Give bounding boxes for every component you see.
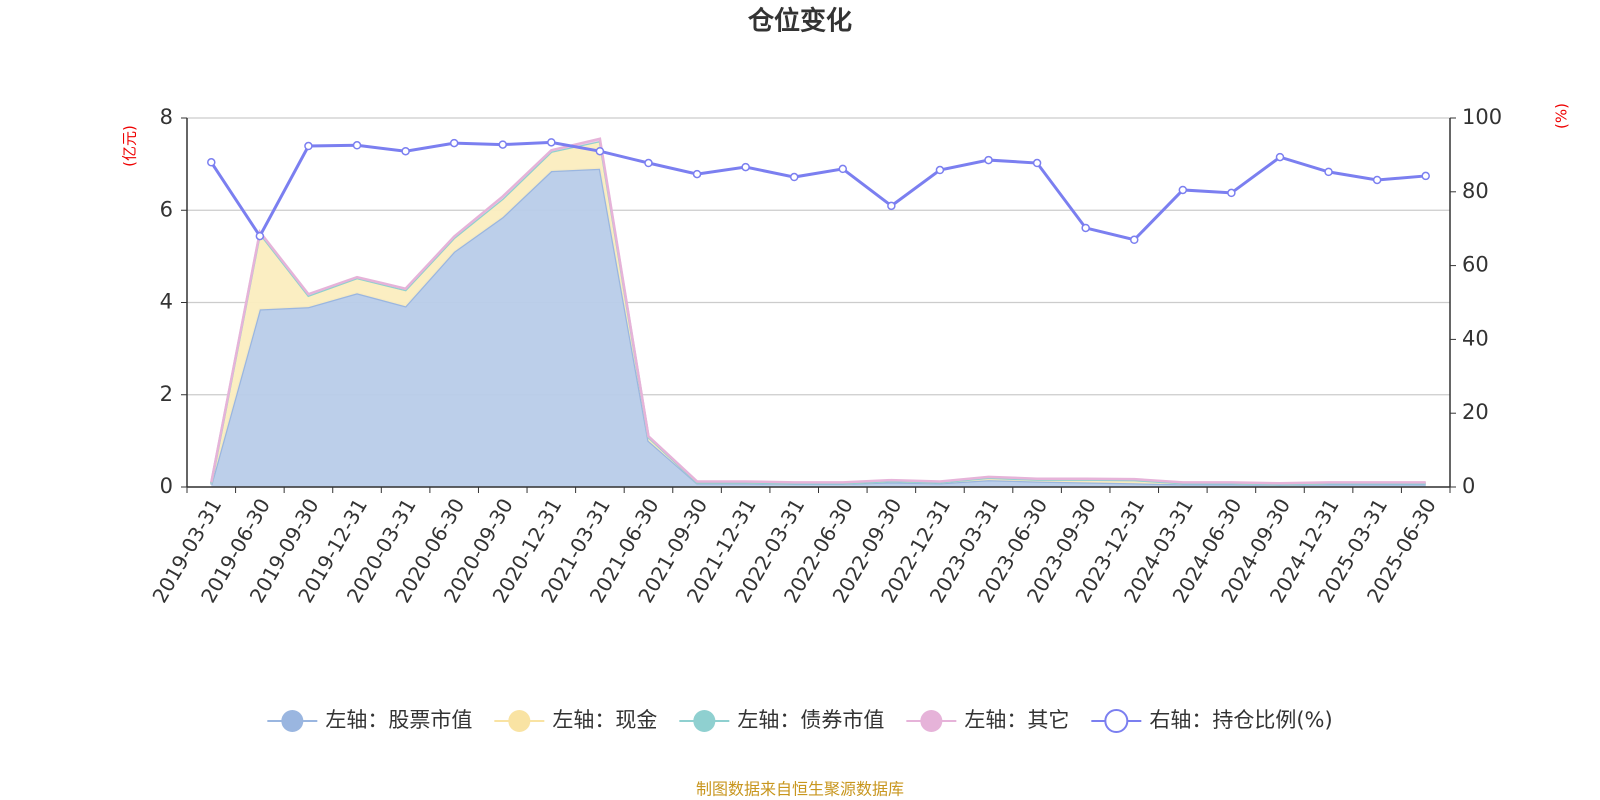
ratio-point (304, 141, 313, 151)
legend-icon (920, 710, 943, 732)
ratio-point (1275, 152, 1285, 162)
legend-item: 左轴：债券市值 (679, 708, 884, 732)
ratio-point (935, 165, 945, 175)
legend-icon (281, 710, 304, 732)
y2-axis-label: (%) (1553, 103, 1571, 129)
legend-label: 左轴：债券市值 (737, 708, 884, 732)
y2-tick-label: 100 (1462, 105, 1502, 129)
ratio-point (1421, 171, 1430, 181)
legend-item: 左轴：股票市值 (267, 708, 472, 732)
ratio-point (789, 172, 799, 182)
area-fill (211, 168, 1426, 488)
y2-tick-label: 80 (1462, 179, 1489, 203)
y2-tick-label: 60 (1462, 253, 1489, 277)
legend-icon (1104, 709, 1129, 733)
y2-tick-label: 0 (1462, 474, 1475, 498)
ratio-point (741, 162, 750, 172)
y2-tick-label: 40 (1462, 326, 1489, 350)
y-tick-label: 0 (160, 474, 173, 498)
y-tick-label: 4 (160, 290, 173, 314)
ratio-point (1032, 158, 1042, 168)
ratio-point (595, 146, 605, 156)
legend-label: 左轴：现金 (552, 708, 657, 732)
ratio-point (207, 158, 216, 167)
ratio-point (401, 146, 410, 156)
ratio-point (692, 169, 702, 179)
legend-label: 右轴：持仓比例(%) (1149, 708, 1332, 732)
legend: 左轴：股票市值 左轴：现金 左轴：债券市值 左轴：其它 右轴：持仓比例(%) (267, 708, 1333, 733)
ratio-point (984, 155, 993, 165)
legend-icon (508, 710, 531, 732)
area-line (210, 137, 1426, 485)
y-tick-label: 2 (160, 382, 173, 406)
ratio-point (449, 138, 459, 148)
legend-label: 左轴：其它 (964, 708, 1069, 732)
ratio-point (1130, 235, 1139, 245)
ratio-point (547, 138, 556, 147)
ratio-line (210, 140, 1426, 242)
legend-item: 左轴：其它 (906, 708, 1069, 732)
source-note: 制图数据来自恒生聚源数据库 (696, 780, 904, 799)
y-tick-label: 8 (160, 105, 173, 129)
ratio-point (838, 164, 848, 174)
chart-title: 仓位变化 (747, 6, 852, 37)
ratio-point (887, 201, 896, 211)
legend-item: 右轴：持仓比例(%) (1091, 708, 1333, 733)
ratio-point (1081, 223, 1090, 233)
y2-tick-label: 20 (1462, 400, 1489, 424)
legend-item: 左轴：现金 (494, 708, 657, 732)
ratio-point (498, 140, 507, 149)
ratio-point (1372, 175, 1382, 185)
y-axis-label: (亿元) (121, 125, 139, 167)
ratio-point (1227, 188, 1236, 198)
legend-icon (693, 710, 716, 732)
ratio-point (255, 231, 265, 241)
y-tick-label: 6 (160, 197, 173, 221)
ratio-point (1324, 167, 1333, 177)
legend-label: 左轴：股票市值 (325, 708, 472, 732)
ratio-point (1178, 185, 1188, 195)
ratio-point (352, 141, 362, 150)
ratio-point (644, 158, 653, 168)
